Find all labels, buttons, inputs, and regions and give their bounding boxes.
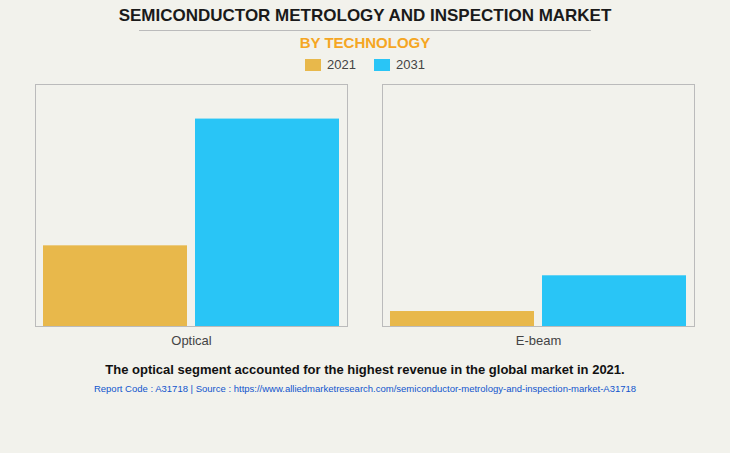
svg-text:Optical: Optical <box>171 333 212 348</box>
svg-text:E-beam: E-beam <box>516 333 562 348</box>
html-text:The optical segment accounted: The optical segment accounted for the hi… <box>105 362 625 377</box>
html-text:2031: 2031 <box>396 57 425 72</box>
html-text:Report Code : A31718 | Source: Report Code : A31718 | Source : https://… <box>93 383 637 394</box>
html-text:2021: 2021 <box>327 57 356 72</box>
html-text:BY TECHNOLOGY: BY TECHNOLOGY <box>299 34 431 51</box>
html-text:SEMICONDUCTOR METROLOGY AND IN: SEMICONDUCTOR METROLOGY AND INSPECTION M… <box>118 6 612 25</box>
